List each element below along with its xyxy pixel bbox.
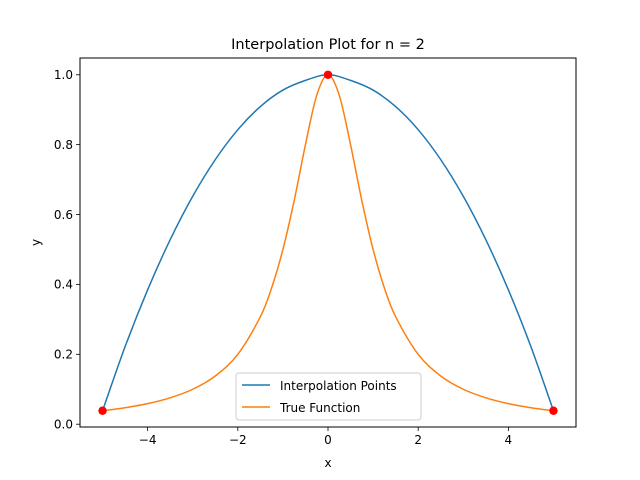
data-point-marker	[323, 70, 333, 79]
x-axis: −4 −2 0 2 4	[139, 427, 512, 447]
x-tick-label: −4	[139, 433, 157, 447]
x-tick-label: 4	[505, 433, 513, 447]
x-tick-label: −2	[229, 433, 247, 447]
legend-box	[235, 372, 422, 421]
chart-title: Interpolation Plot for n = 2	[231, 37, 425, 53]
x-axis-label: x	[324, 456, 331, 470]
data-point-marker	[98, 406, 107, 415]
x-tick-label: 0	[324, 433, 332, 447]
y-axis-label: y	[29, 239, 43, 246]
y-tick-label: 0.4	[54, 278, 73, 292]
y-axis: 0.0 0.2 0.4 0.6 0.8 1.0	[54, 68, 80, 432]
y-tick-label: 0.0	[54, 418, 73, 432]
data-point-marker	[549, 406, 558, 415]
y-tick-label: 0.8	[54, 138, 73, 152]
legend-label-true-function: True Function	[279, 401, 360, 415]
legend: Interpolation Points True Function	[235, 372, 422, 421]
y-tick-label: 1.0	[54, 68, 73, 82]
x-tick-label: 2	[414, 433, 422, 447]
plot-area	[98, 70, 558, 415]
y-tick-label: 0.6	[54, 208, 73, 222]
legend-label-interpolation-points: Interpolation Points	[280, 379, 397, 393]
y-tick-label: 0.2	[54, 348, 73, 362]
